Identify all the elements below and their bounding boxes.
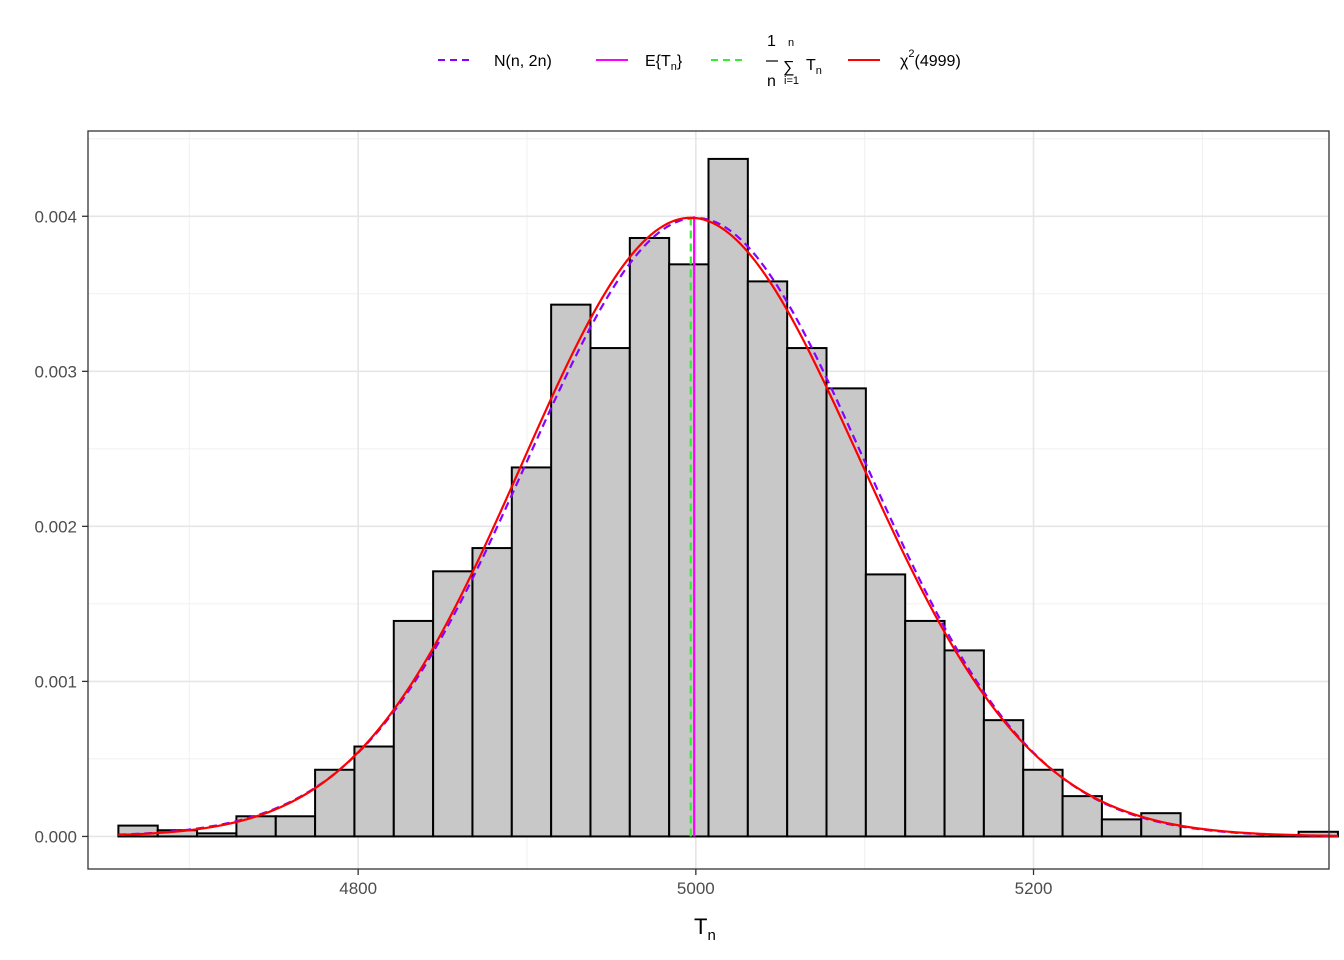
histogram-bar (628, 236, 671, 838)
histogram-bar (982, 719, 1025, 838)
legend-avg-sum-bottom: i=1 (784, 75, 799, 87)
histogram-bar (786, 347, 828, 838)
x-axis-title: Tn (694, 914, 716, 944)
x-tick-label: 5000 (677, 879, 715, 898)
density-curves (118, 216, 1338, 838)
histogram-bar (196, 832, 238, 838)
reference-lines (689, 216, 696, 837)
legend-chisq-symbol: χ (900, 53, 909, 70)
y-tick-label: 0.003 (34, 362, 77, 381)
legend-label-expectation: E{Tn} (645, 53, 683, 73)
histogram-bar (943, 649, 985, 838)
histogram-bar (1100, 818, 1143, 838)
legend-label-normal: N(n, 2n) (494, 53, 552, 70)
legend-item-expectation: E{Tn} (596, 53, 683, 73)
legend-avg-term-sub: n (816, 65, 822, 77)
histogram-bar (274, 815, 317, 838)
legend-item-chisq: χ2(4999) (848, 48, 961, 70)
histogram-bar (353, 745, 395, 838)
histogram-bar (392, 619, 435, 838)
legend-item-normal: N(n, 2n) (438, 53, 552, 70)
legend: N(n, 2n) E{Tn} 1 n n ∑ i=1 Tn χ2(4999) (438, 33, 961, 90)
legend-avg-sum-symbol: ∑ (783, 59, 794, 76)
x-axis: 4800 5000 5200 (339, 869, 1052, 898)
legend-item-sample-mean: 1 n n ∑ i=1 Tn (711, 33, 822, 90)
legend-chisq-df: (4999) (915, 53, 961, 70)
chisq-density-curve (118, 216, 1338, 837)
histogram-bar (1022, 768, 1064, 838)
x-axis-title-sub: n (707, 927, 715, 944)
y-tick-label: 0.000 (34, 827, 77, 846)
histogram-bar (668, 263, 710, 838)
histogram-bar (864, 573, 907, 838)
legend-label-chisq: χ2(4999) (900, 48, 961, 70)
histogram-bar (825, 387, 867, 838)
histogram-bars (117, 157, 1339, 838)
legend-avg-denominator: n (767, 73, 776, 90)
histogram-bar (314, 768, 356, 838)
y-tick-label: 0.004 (34, 207, 77, 226)
legend-expectation-main: E{T (645, 53, 671, 70)
y-tick-label: 0.001 (34, 672, 77, 691)
histogram-bar (746, 280, 789, 838)
x-axis-title-main: T (694, 914, 707, 939)
histogram-bar (707, 157, 749, 838)
histogram-bar (550, 303, 592, 838)
x-tick-label: 4800 (339, 879, 377, 898)
legend-expectation-sub: n (671, 61, 677, 73)
legend-expectation-close: } (677, 53, 683, 70)
legend-chisq-sup: 2 (908, 48, 914, 60)
histogram-bar (904, 619, 946, 838)
histogram-bar (432, 570, 474, 838)
panel-border (87, 130, 1330, 870)
histogram-bar (235, 815, 277, 838)
legend-avg-term-main: T (806, 57, 816, 74)
x-tick-label: 5200 (1015, 879, 1053, 898)
legend-avg-sum-top: n (788, 37, 794, 49)
legend-avg-term: Tn (806, 57, 822, 77)
y-axis: 0.000 0.001 0.002 0.003 0.004 (34, 207, 88, 846)
y-tick-label: 0.002 (34, 517, 77, 536)
legend-avg-numerator: 1 (767, 33, 776, 50)
histogram-bar (1061, 795, 1103, 838)
histogram-bar (589, 347, 631, 838)
histogram-bar (510, 466, 553, 838)
plot-panel (87, 130, 1339, 870)
histogram-bar (471, 547, 513, 838)
